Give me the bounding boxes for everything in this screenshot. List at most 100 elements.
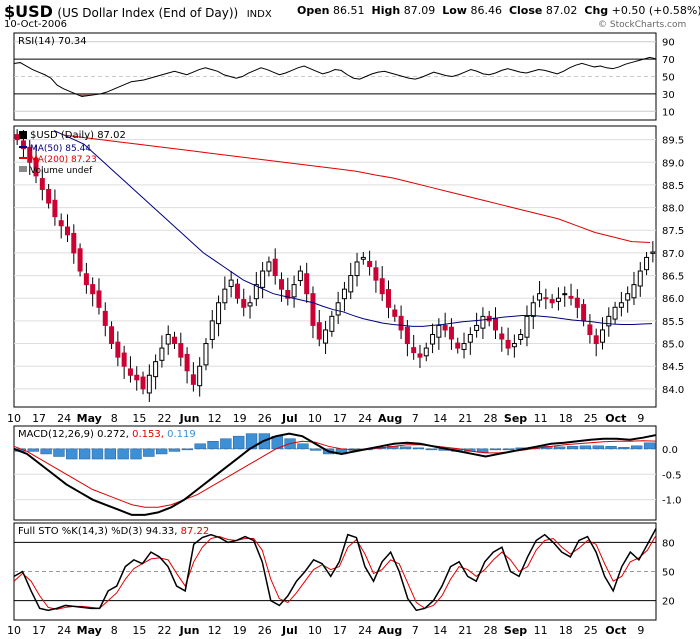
x-tick-label: 21: [458, 412, 472, 425]
macd-histogram-bar: [91, 448, 104, 460]
x-tick-label: 15: [132, 412, 146, 425]
candle-down: [310, 293, 316, 326]
macd-label-hist: 0.119: [167, 429, 196, 440]
macd-label-main: MACD(12,26,9) 0.272,: [18, 429, 132, 440]
sto-panel: 80 50 20 Full STO %K(14,3) %D(3) 94.33, 87.…: [13, 522, 675, 621]
price-tick-label: 85.0: [662, 340, 684, 351]
candle-up: [203, 343, 209, 366]
price-tick-label: 85.5: [662, 317, 684, 328]
candle-down: [241, 299, 247, 308]
x-tick-label: Aug: [378, 412, 402, 425]
rsi-tick-label: 10: [662, 107, 675, 118]
candle-down: [493, 317, 498, 331]
macd-panel: 0.0 -0.5 -1.0 MACD(12,26,9) 0.272, 0.153, 0…: [13, 425, 682, 521]
x-tick-label: 18: [559, 412, 573, 425]
x-tick-label: 22: [157, 412, 171, 425]
rsi-tick-label: 70: [662, 55, 675, 66]
candle-down: [190, 374, 196, 385]
macd-histogram-bar: [489, 448, 502, 451]
sto-label-d: 87.22: [181, 526, 210, 537]
x-tick-label: 12: [208, 412, 222, 425]
x-tick-label: 24: [57, 412, 71, 425]
candle-down: [140, 376, 146, 390]
sto-frame: [13, 522, 657, 621]
candle-down: [442, 324, 448, 331]
header-title: $USD (US Dollar Index (End of Day)) INDX: [4, 2, 272, 21]
x-axis-price: 10 17 24 May 8 15 22 Jun 12 19 26 Jul 10 17 24 Aug 7 14 21…: [7, 412, 644, 425]
rsi-panel: 90 70 50 30 10 RSI(14) 70.34: [13, 32, 675, 121]
candle-down: [272, 258, 278, 277]
macd-tick-label: -1.0: [662, 496, 682, 507]
sto-k-line: [13, 528, 657, 612]
macd-label: MACD(12,26,9) 0.272, 0.153, 0.119: [18, 429, 196, 440]
x-tick-label: 17: [333, 412, 347, 425]
rsi-tick-label: 90: [662, 38, 675, 49]
candle-down: [373, 267, 379, 281]
price-panel: 89.5 89.0 88.5 88.0 87.5 87.0 86.5 86.0 85.5 85.0…: [13, 125, 684, 408]
candle-up: [360, 256, 366, 260]
candle-up: [297, 270, 303, 282]
high-value: 87.09: [403, 4, 436, 17]
candle-down: [505, 339, 511, 349]
candle-down: [279, 279, 284, 290]
candle-up: [524, 315, 530, 338]
macd-histogram-bar: [566, 446, 579, 450]
candle-up: [329, 315, 335, 332]
macd-signal-line: [13, 440, 657, 508]
macd-histogram-bar: [412, 447, 425, 450]
candle-up: [461, 343, 467, 350]
candle-down: [543, 297, 549, 300]
candle-up: [423, 347, 429, 357]
legend-ma200: MA(200) 87.23: [30, 155, 97, 165]
candle-down: [172, 336, 177, 345]
candle-up: [216, 302, 222, 325]
candle-down: [367, 261, 373, 268]
candle-down: [499, 333, 505, 340]
x-tick-label: Jul: [281, 624, 298, 637]
x-tick-label: 17: [333, 624, 347, 637]
candle-up: [555, 297, 561, 302]
x-tick-label: 10: [7, 624, 21, 637]
candle-up: [618, 302, 624, 308]
high-label: High: [371, 4, 401, 17]
symbol: $USD: [4, 2, 53, 21]
price-tick-label: 89.0: [662, 158, 684, 169]
candle-down: [379, 278, 385, 295]
macd-histogram-bar: [181, 448, 194, 451]
candle-up: [430, 333, 436, 345]
x-tick-label: Sep: [504, 624, 527, 637]
candle-up: [341, 288, 347, 300]
candle-down: [71, 232, 77, 254]
rsi-tick-label: 30: [662, 90, 675, 101]
chg-label: Chg: [584, 4, 609, 17]
candle-down: [90, 284, 96, 295]
x-tick-label: 26: [258, 412, 272, 425]
macd-histogram-bar: [220, 438, 232, 450]
candle-down: [178, 343, 184, 358]
macd-histogram-bar: [592, 445, 604, 450]
x-tick-label: 11: [534, 412, 548, 425]
price-tick-label: 89.5: [662, 136, 684, 147]
x-tick-label: 8: [111, 412, 118, 425]
rsi-tick-label: 50: [662, 73, 675, 84]
date-label: 10-Oct-2006: [4, 19, 67, 30]
low-label: Low: [442, 4, 467, 17]
x-tick-label: Jul: [281, 412, 298, 425]
candle-up: [537, 293, 543, 301]
price-tick-label: 88.5: [662, 181, 684, 192]
candle-up: [165, 333, 171, 345]
candle-up: [222, 288, 228, 304]
candle-down: [115, 341, 121, 358]
chg-value: +0.50 (+0.58%): [611, 4, 700, 17]
candle-up: [600, 329, 605, 343]
candle-up: [253, 284, 259, 300]
candle-down: [14, 134, 20, 141]
macd-histogram-bar: [117, 448, 129, 460]
ma200-line: [63, 134, 651, 243]
candle-up: [644, 256, 650, 271]
candle-down: [455, 342, 461, 349]
macd-histogram-bar: [78, 448, 91, 460]
candle-down: [102, 310, 108, 326]
candle-up: [348, 275, 354, 293]
candle-down: [448, 326, 454, 340]
